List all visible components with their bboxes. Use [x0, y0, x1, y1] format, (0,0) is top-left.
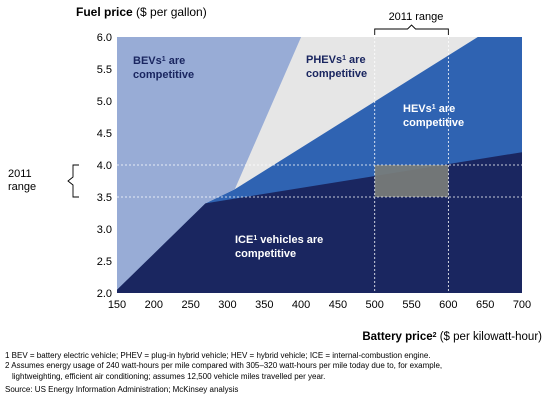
- label-hev: HEVs1 are: [403, 103, 455, 115]
- x-tick-label: 200: [145, 299, 163, 311]
- chart-title: Fuel price ($ per gallon): [76, 5, 207, 19]
- label-bev: BEVs1 are: [133, 55, 185, 67]
- footnote-2-continued: lightweighting, efficient air conditioni…: [12, 371, 326, 381]
- label-ice-line2: competitive: [235, 248, 296, 260]
- x-tick-label: 250: [181, 299, 199, 311]
- range-left-label-1: 2011: [8, 168, 32, 180]
- footnotes: 1 BEV = battery electric vehicle; PHEV =…: [5, 351, 545, 396]
- y-tick-label: 5.5: [97, 64, 112, 76]
- label-bev-line1: BEVs1 are: [133, 55, 185, 67]
- y-tick-label: 4.0: [97, 160, 112, 172]
- x-tick-label: 650: [476, 299, 494, 311]
- y-tick-label: 5.0: [97, 96, 112, 108]
- x-tick-label: 400: [292, 299, 310, 311]
- label-bev-line2: competitive: [133, 69, 194, 81]
- range-left-label-2: range: [8, 181, 36, 193]
- footnote-1: 1 BEV = battery electric vehicle; PHEV =…: [5, 351, 431, 360]
- x-axis-ticks: 150 200 250 300 350 400 450 500 550 600 650 700: [108, 299, 531, 311]
- range-2011-overlay: [67, 24, 522, 293]
- label-phev-line2: competitive: [306, 68, 367, 80]
- x-tick-label: 350: [255, 299, 273, 311]
- y-tick-label: 2.0: [97, 288, 112, 300]
- y-tick-label: 3.0: [97, 224, 112, 236]
- y-axis-ticks: 2.0 2.5 3.0 3.5 4.0 4.5 5.0 5.5 6.0: [97, 32, 112, 300]
- y-tick-label: 6.0: [97, 32, 112, 44]
- x-tick-label: 550: [402, 299, 420, 311]
- label-phev: PHEVs1 are: [306, 54, 366, 66]
- y-tick-label: 2.5: [97, 256, 112, 268]
- x-tick-label: 700: [513, 299, 531, 311]
- source-note: Source: US Energy Information Administra…: [5, 385, 239, 395]
- label-hev-line2: competitive: [403, 117, 464, 129]
- region-bev: [117, 37, 302, 290]
- footnote-2: 2 Assumes energy usage of 240 watt-hours…: [5, 361, 443, 371]
- x-tick-label: 600: [439, 299, 457, 311]
- range-2011-highlight: [374, 165, 449, 197]
- range-top-bracket: [374, 24, 449, 35]
- x-tick-label: 500: [366, 299, 384, 311]
- label-ice: ICE1 vehicles are: [235, 234, 323, 246]
- x-tick-label: 150: [108, 299, 126, 311]
- x-axis-label: Battery price2 ($ per kilowatt-hour): [362, 331, 542, 343]
- y-tick-label: 4.5: [97, 128, 112, 140]
- chart: Fuel price ($ per gallon) BEVs1 are comp…: [8, 5, 542, 343]
- y-tick-label: 3.5: [97, 192, 112, 204]
- x-tick-label: 300: [218, 299, 236, 311]
- range-top-label: 2011 range: [389, 11, 444, 23]
- region-labels: BEVs1 are competitive PHEVs1 are competi…: [133, 54, 464, 260]
- range-left-bracket: [67, 164, 79, 198]
- x-tick-label: 450: [329, 299, 347, 311]
